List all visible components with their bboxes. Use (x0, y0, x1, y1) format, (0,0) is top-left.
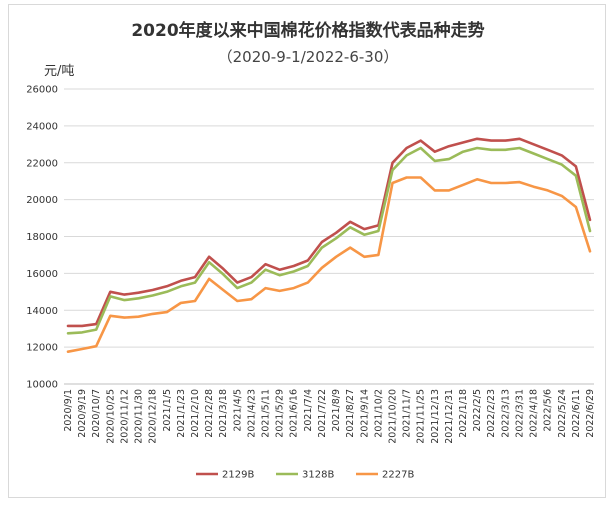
x-tick-label: 2021/5/29 (275, 389, 286, 438)
legend-label: 3128B (302, 470, 334, 481)
x-tick-label: 2021/11/25 (416, 389, 427, 444)
chart-title: 2020年度以来中国棉花价格指数代表品种走势 (131, 21, 485, 41)
x-tick-label: 2021/1/23 (176, 389, 187, 438)
x-tick-label: 2020/10/25 (105, 389, 116, 444)
legend-label: 2129B (222, 470, 254, 481)
y-axis-unit-label: 元/吨 (44, 64, 75, 79)
x-tick-label: 2021/11/7 (402, 389, 413, 438)
x-tick-label: 2020/9/19 (77, 389, 88, 438)
x-tick-label: 2021/1/5 (162, 389, 173, 432)
x-tick-label: 2022/4/18 (529, 389, 540, 438)
x-tick-label: 2021/8/27 (345, 389, 356, 438)
y-tick-label: 24000 (26, 121, 58, 132)
x-tick-label: 2022/1/18 (458, 389, 469, 438)
x-tick-label: 2020/12/18 (148, 389, 159, 444)
chart-subtitle: （2020-9-1/2022-6-30） (217, 48, 399, 66)
series-line-3128B (66, 146, 592, 335)
y-tick-label: 10000 (26, 380, 58, 391)
x-tick-label: 2020/10/7 (91, 389, 102, 438)
x-tick-label: 2022/5/24 (557, 389, 568, 438)
x-tick-label: 2022/6/29 (585, 389, 596, 438)
x-tick-label: 2022/2/5 (472, 389, 483, 432)
x-tick-label: 2021/12/13 (430, 389, 441, 444)
legend-label: 2227B (382, 470, 414, 481)
x-tick-label: 2022/6/11 (571, 389, 582, 438)
x-tick-label: 2020/9/1 (63, 389, 74, 432)
y-tick-label: 20000 (26, 195, 58, 206)
series-line-2227B (66, 176, 592, 354)
x-tick-label: 2022/3/13 (500, 389, 511, 438)
x-tick-label: 2021/7/22 (317, 389, 328, 438)
x-tick-label: 2021/2/10 (190, 389, 201, 438)
x-tick-label: 2020/11/30 (134, 389, 145, 444)
y-tick-label: 26000 (26, 85, 58, 96)
x-tick-label: 2021/7/4 (303, 389, 314, 432)
x-tick-label: 2021/6/16 (289, 389, 300, 438)
x-tick-label: 2021/3/18 (218, 389, 229, 438)
y-tick-label: 18000 (26, 232, 58, 243)
y-tick-label: 16000 (26, 269, 58, 280)
series-line-2129B (66, 137, 592, 328)
x-tick-label: 2022/2/23 (486, 389, 497, 438)
x-tick-label: 2021/12/31 (444, 389, 455, 444)
x-tick-label: 2021/9/14 (359, 389, 370, 438)
x-tick-label: 2022/5/6 (543, 389, 554, 432)
x-tick-label: 2021/4/23 (246, 389, 257, 438)
x-tick-label: 2021/10/2 (373, 389, 384, 438)
y-tick-label: 22000 (26, 158, 58, 169)
x-tick-label: 2021/10/20 (387, 389, 398, 444)
x-tick-label: 2021/5/11 (261, 389, 272, 438)
y-tick-label: 14000 (26, 306, 58, 317)
x-tick-label: 2022/3/31 (514, 389, 525, 438)
chart-frame (8, 4, 606, 498)
y-tick-label: 12000 (26, 343, 58, 354)
x-tick-label: 2021/2/28 (204, 389, 215, 438)
x-tick-label: 2021/4/5 (232, 389, 243, 432)
x-tick-label: 2020/11/12 (119, 389, 130, 444)
x-tick-label: 2021/8/9 (331, 389, 342, 432)
